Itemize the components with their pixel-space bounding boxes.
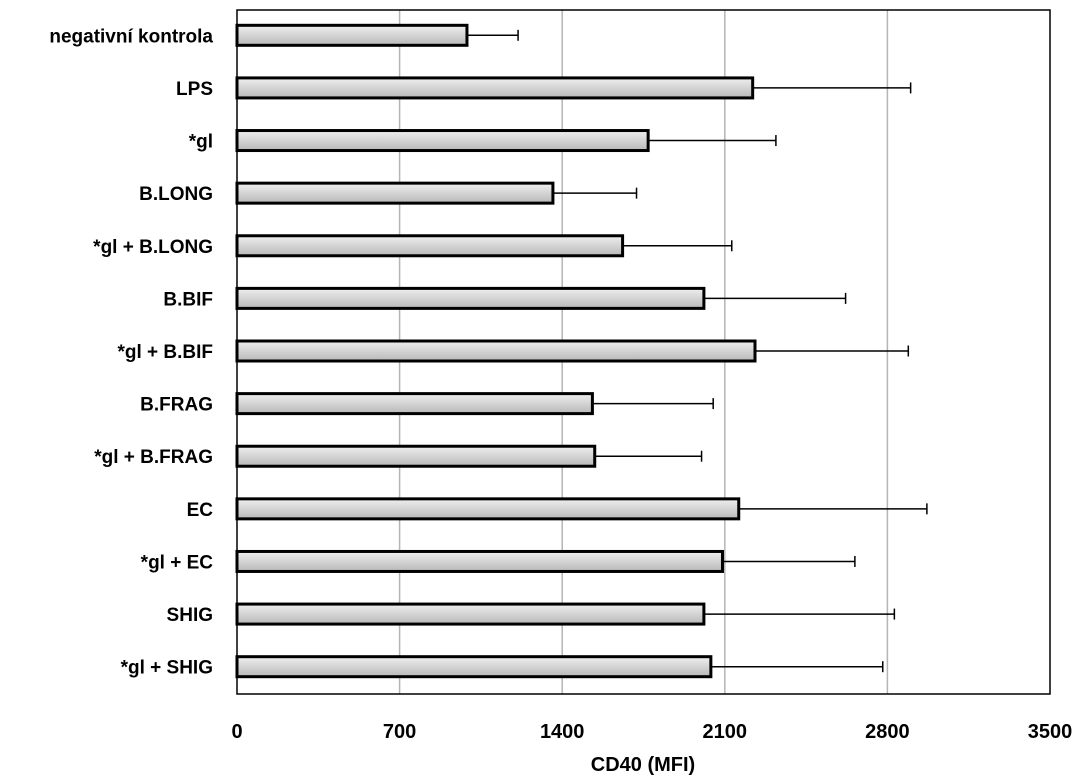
error-bars <box>466 29 928 673</box>
error-bar <box>552 187 638 199</box>
x-tick-labels: 0 700 1400 2100 2800 3500 <box>231 721 1072 743</box>
category-label: *gl + B.LONG <box>93 237 213 258</box>
category-label: *gl + SHIG <box>121 658 213 679</box>
bar <box>235 549 724 573</box>
bar <box>235 392 594 416</box>
x-tick-label: 700 <box>383 721 416 743</box>
category-label: B.FRAG <box>140 395 213 416</box>
bars <box>235 23 757 679</box>
x-tick-label: 0 <box>231 721 242 743</box>
error-bar <box>710 661 884 673</box>
error-bar <box>594 450 703 462</box>
category-label: B.LONG <box>139 184 213 205</box>
category-label: negativní kontrola <box>49 26 213 47</box>
bar <box>235 444 597 468</box>
x-tick-label: 2100 <box>703 721 748 743</box>
category-label: *gl + EC <box>141 552 214 573</box>
bar <box>235 286 706 310</box>
category-labels: negativní kontrola LPS *gl B.LONG *gl + B.LO… <box>49 26 213 678</box>
x-tick-label: 2800 <box>865 721 910 743</box>
error-bar <box>648 135 777 147</box>
error-bar <box>703 292 847 304</box>
bar <box>235 234 625 258</box>
bar <box>235 339 757 363</box>
category-label: *gl <box>189 132 213 153</box>
x-tick-label: 1400 <box>540 721 585 743</box>
error-bar <box>738 503 928 515</box>
bar <box>235 181 555 205</box>
category-label: B.BIF <box>163 289 213 310</box>
error-bar <box>592 398 714 410</box>
error-bar <box>703 608 896 620</box>
bar <box>235 76 755 100</box>
bar <box>235 129 650 153</box>
error-bar <box>754 345 910 357</box>
category-label: *gl + B.FRAG <box>94 447 213 468</box>
category-label: SHIG <box>167 605 213 626</box>
bar <box>235 602 706 626</box>
category-label: EC <box>187 500 214 521</box>
error-bar <box>622 240 733 252</box>
bar <box>235 497 741 521</box>
category-label: *gl + B.BIF <box>117 342 213 363</box>
error-bar <box>752 82 912 94</box>
bar <box>235 23 469 47</box>
bar <box>235 655 713 679</box>
error-bar <box>722 555 856 567</box>
x-tick-label: 3500 <box>1028 721 1073 743</box>
category-label: LPS <box>176 79 213 100</box>
error-bar <box>466 29 519 41</box>
x-axis-title: CD40 (MFI) <box>591 754 695 776</box>
